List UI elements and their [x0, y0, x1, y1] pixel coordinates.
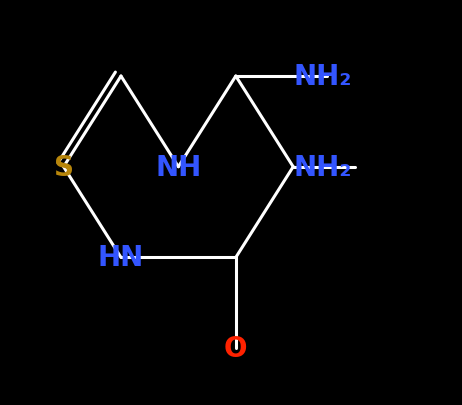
Text: NH₂: NH₂ — [293, 153, 352, 181]
Text: O: O — [224, 335, 248, 362]
Text: NH₂: NH₂ — [293, 63, 352, 91]
Text: NH: NH — [155, 153, 201, 181]
Text: S: S — [54, 153, 73, 181]
Text: HN: HN — [98, 244, 144, 272]
